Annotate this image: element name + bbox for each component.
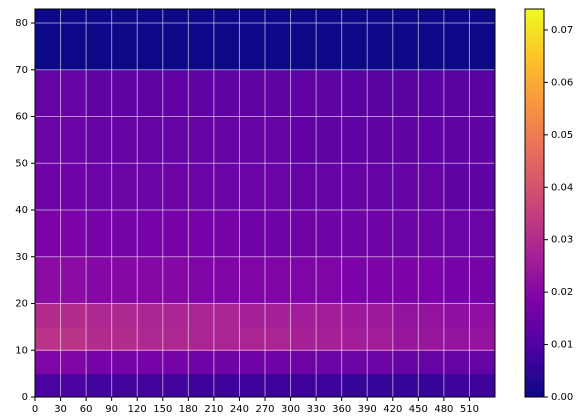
y-tick-label: 30 [15, 252, 28, 263]
colorbar-tick-label: 0.05 [551, 130, 573, 141]
colorbar-tick-label: 0.00 [551, 392, 573, 403]
y-tick-label: 20 [15, 299, 28, 310]
y-tick-label: 50 [15, 158, 28, 169]
plot-frame [34, 8, 496, 398]
x-tick-label: 300 [281, 404, 300, 415]
x-tick-label: 120 [128, 404, 147, 415]
x-tick-label: 30 [54, 404, 67, 415]
x-tick-label: 330 [307, 404, 326, 415]
y-tick-label: 0 [22, 392, 28, 403]
colorbar [524, 8, 545, 398]
colorbar-tick-label: 0.02 [551, 287, 573, 298]
y-tick-label: 70 [15, 65, 28, 76]
y-tick-label: 80 [15, 18, 28, 29]
x-tick-label: 210 [204, 404, 223, 415]
y-tick-label: 40 [15, 205, 28, 216]
x-tick-label: 150 [153, 404, 172, 415]
y-tick-label: 60 [15, 112, 28, 123]
colorbar-tick-label: 0.07 [551, 25, 573, 36]
x-tick-label: 180 [179, 404, 198, 415]
x-tick-label: 240 [230, 404, 249, 415]
x-tick-label: 90 [105, 404, 118, 415]
x-tick-label: 390 [358, 404, 377, 415]
colorbar-tick-label: 0.04 [551, 182, 573, 193]
x-tick-label: 0 [32, 404, 38, 415]
x-tick-label: 510 [460, 404, 479, 415]
colorbar-tick-label: 0.03 [551, 235, 573, 246]
x-tick-label: 480 [434, 404, 453, 415]
x-tick-label: 60 [80, 404, 93, 415]
colorbar-tick-label: 0.06 [551, 77, 573, 88]
x-tick-label: 270 [255, 404, 274, 415]
x-tick-label: 450 [409, 404, 428, 415]
colorbar-tick-label: 0.01 [551, 340, 573, 351]
x-tick-label: 360 [332, 404, 351, 415]
x-tick-label: 420 [383, 404, 402, 415]
y-tick-label: 10 [15, 345, 28, 356]
